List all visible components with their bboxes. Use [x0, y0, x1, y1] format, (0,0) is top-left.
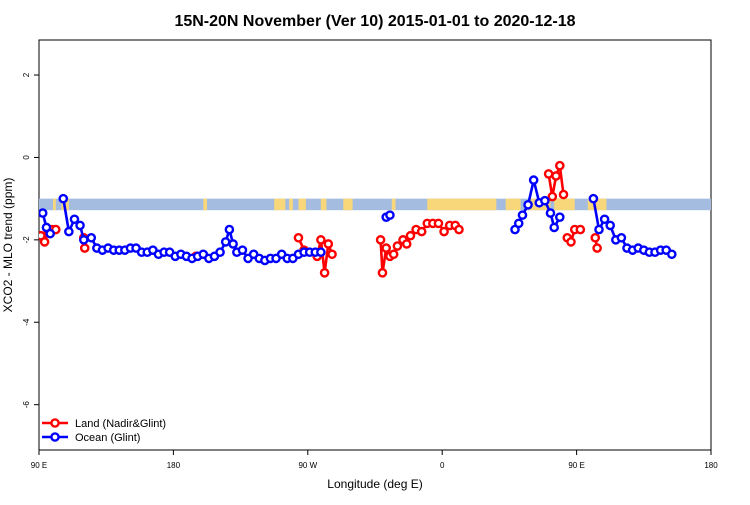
data-point	[228, 239, 238, 249]
y-tick-label: -2	[22, 236, 31, 244]
series-layer	[39, 160, 677, 278]
x-tick-label: 0	[440, 461, 445, 470]
land-band-segment	[391, 198, 396, 211]
x-tick-label: 90 W	[298, 461, 317, 470]
data-point	[69, 214, 80, 225]
data-point	[592, 243, 602, 253]
axes: 90 E 180 90 W 0 90 E 180 2 0 -2 -4 -6	[22, 72, 718, 470]
x-tick-label: 180	[704, 461, 718, 470]
data-point	[64, 226, 74, 237]
legend-label: Land (Nadir&Glint)	[75, 418, 166, 430]
data-point	[323, 239, 334, 249]
plot-area	[38, 39, 712, 451]
data-point	[75, 220, 85, 231]
land-band-segment	[274, 198, 286, 211]
data-point	[549, 222, 560, 233]
land-band-segment	[343, 198, 353, 211]
x-axis-label: Longitude (deg E)	[327, 477, 422, 491]
data-point	[237, 245, 248, 255]
y-tick-label: -6	[22, 401, 31, 409]
data-point	[517, 210, 528, 220]
legend-marker	[50, 418, 60, 428]
data-point	[316, 235, 326, 245]
data-point	[405, 230, 416, 241]
ocean-band	[39, 198, 711, 211]
data-point	[319, 268, 330, 278]
data-point	[433, 218, 444, 229]
data-point	[547, 191, 558, 202]
data-point	[377, 268, 388, 278]
data-point	[594, 224, 604, 235]
data-point	[439, 226, 449, 237]
data-point	[401, 239, 412, 249]
data-point	[667, 249, 677, 260]
data-point	[590, 232, 601, 243]
data-point	[215, 247, 225, 258]
data-point	[513, 218, 524, 229]
data-point	[316, 247, 326, 258]
data-point	[39, 208, 48, 218]
data-point	[416, 226, 427, 237]
data-point	[220, 237, 231, 247]
data-point	[588, 193, 599, 204]
data-point	[543, 169, 554, 179]
data-point	[616, 232, 627, 243]
x-tick-label: 90 E	[568, 461, 584, 470]
data-point	[79, 243, 90, 253]
land-band-segment	[320, 198, 327, 211]
data-point	[454, 224, 464, 235]
y-tick-label: 2	[22, 72, 31, 77]
data-point	[551, 171, 561, 181]
land-band-segment	[298, 198, 306, 211]
series-ocean	[39, 175, 677, 266]
data-point	[545, 208, 556, 218]
land-band-segment	[587, 198, 607, 211]
data-point	[575, 224, 586, 235]
data-point	[566, 237, 576, 247]
data-point	[555, 212, 565, 222]
data-point	[58, 193, 69, 204]
data-point	[45, 228, 56, 239]
y-tick-label: -4	[22, 318, 31, 326]
land-band-segment	[53, 198, 56, 211]
land-band-segment	[203, 198, 207, 211]
data-point	[599, 214, 610, 225]
land-ocean-band	[39, 198, 711, 211]
x-tick-label: 90 E	[31, 461, 47, 470]
data-point	[39, 237, 50, 247]
legend: Land (Nadir&Glint) Ocean (Glint)	[42, 418, 166, 444]
data-point	[388, 249, 399, 260]
y-axis-label: XCO2 - MLO trend (ppm)	[1, 178, 15, 313]
data-point	[224, 224, 235, 235]
data-point	[558, 189, 569, 200]
data-point	[523, 200, 533, 210]
data-point	[327, 249, 337, 260]
data-point	[86, 232, 97, 243]
x-tick-label: 180	[167, 461, 181, 470]
chart-title: 15N-20N November (Ver 10) 2015-01-01 to …	[174, 13, 575, 30]
land-band-segment	[427, 198, 497, 211]
legend-label: Ocean (Glint)	[75, 432, 140, 444]
data-point	[385, 210, 395, 220]
data-point	[528, 175, 539, 185]
data-point	[293, 232, 304, 243]
data-point	[375, 235, 386, 245]
y-tick-label: 0	[22, 155, 31, 160]
data-point	[79, 235, 89, 245]
data-point	[540, 195, 550, 206]
land-band-segment	[289, 198, 293, 211]
data-point	[392, 241, 403, 251]
data-point	[605, 220, 616, 231]
data-point	[555, 160, 565, 171]
legend-marker	[50, 432, 60, 442]
land-band-segment	[505, 198, 521, 211]
data-point	[381, 243, 392, 253]
land-band-segment	[554, 198, 575, 211]
